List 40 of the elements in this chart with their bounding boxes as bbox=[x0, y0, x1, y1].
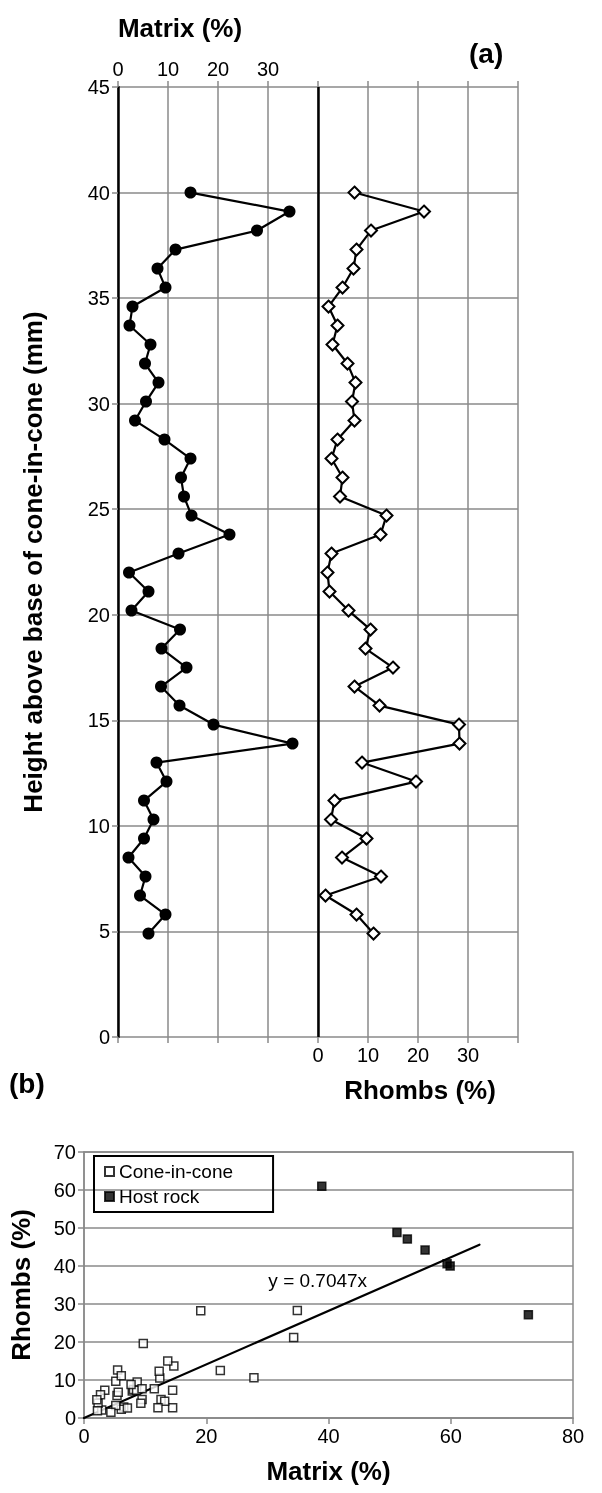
x2-tick-label: 0 bbox=[112, 58, 124, 80]
x2-axis-title: Matrix (%) bbox=[117, 13, 243, 43]
legend-label: Cone-in-cone bbox=[119, 1161, 234, 1182]
x-tick-label: 40 bbox=[317, 1425, 340, 1447]
y-tick-label: 20 bbox=[53, 1331, 76, 1353]
x-tick-label: 10 bbox=[356, 1044, 380, 1066]
y-tick-label: 50 bbox=[53, 1217, 76, 1239]
x-tick-label: 0 bbox=[312, 1044, 324, 1066]
x2-tick-label: 10 bbox=[156, 58, 180, 80]
x2-tick-label: 20 bbox=[206, 58, 230, 80]
y-tick-label: 40 bbox=[87, 181, 110, 204]
y-axis-title: Height above base of cone-in-cone (mm) bbox=[18, 311, 48, 813]
y-tick-label: 0 bbox=[64, 1407, 76, 1429]
x-tick-label: 60 bbox=[439, 1425, 462, 1447]
chart-title: (a) bbox=[469, 37, 504, 69]
y-tick-label: 30 bbox=[53, 1293, 76, 1315]
x-axis-title: Matrix (%) bbox=[266, 1456, 391, 1486]
y-tick-label: 60 bbox=[53, 1179, 76, 1201]
x-axis-title: Rhombs (%) bbox=[344, 1075, 496, 1105]
annotation: y = 0.7047x bbox=[268, 1269, 368, 1291]
y-tick-label: 70 bbox=[53, 1141, 76, 1163]
y-tick-label: 35 bbox=[87, 287, 110, 310]
y-axis-title: Rhombs (%) bbox=[6, 1209, 36, 1361]
y-tick-label: 0 bbox=[98, 1026, 110, 1048]
y-tick-label: 20 bbox=[87, 603, 110, 626]
y-tick-label: 40 bbox=[53, 1255, 76, 1277]
chart-title: (b) bbox=[9, 1067, 45, 1099]
y-tick-label: 15 bbox=[87, 709, 110, 732]
x-tick-label: 20 bbox=[406, 1044, 430, 1066]
x-tick-label: 30 bbox=[456, 1044, 480, 1066]
x-tick-label: 20 bbox=[195, 1425, 218, 1447]
y-tick-label: 25 bbox=[87, 498, 110, 521]
y-tick-label: 5 bbox=[98, 920, 110, 943]
y-tick-label: 30 bbox=[87, 392, 110, 415]
legend-label: Host rock bbox=[119, 1186, 200, 1207]
y-tick-label: 10 bbox=[87, 814, 110, 837]
x-tick-label: 80 bbox=[561, 1425, 585, 1447]
y-tick-label: 10 bbox=[53, 1369, 76, 1391]
y-tick-label: 45 bbox=[87, 76, 110, 98]
x2-tick-label: 30 bbox=[256, 58, 280, 80]
